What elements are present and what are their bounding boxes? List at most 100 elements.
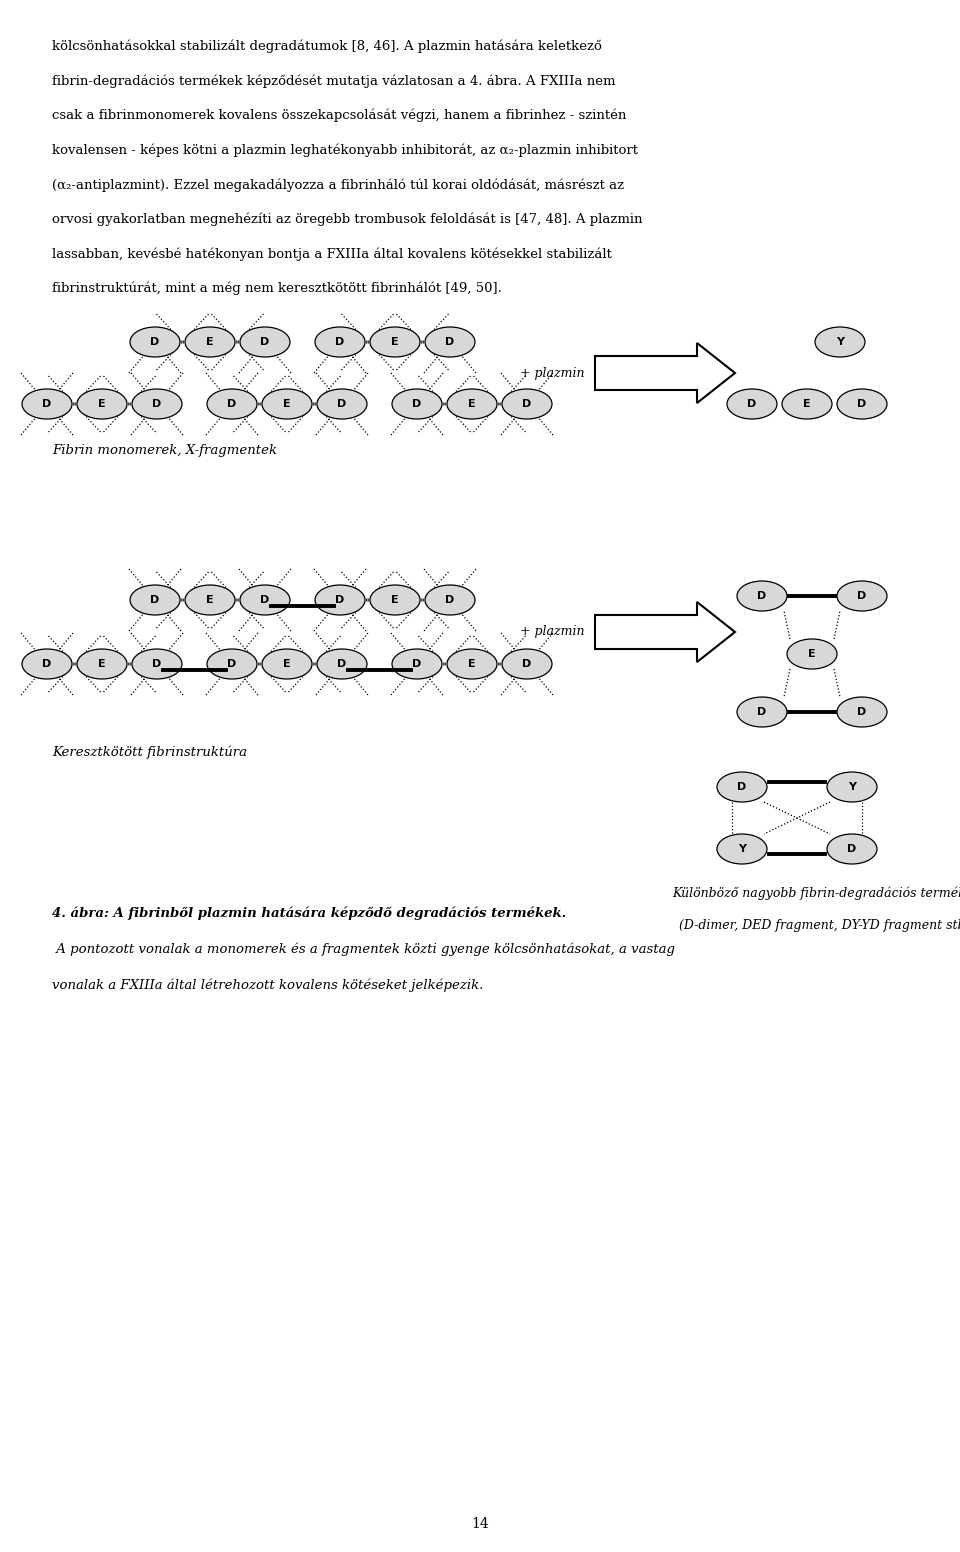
Text: D: D [42, 660, 52, 669]
Ellipse shape [315, 327, 365, 357]
Text: E: E [468, 399, 476, 410]
Text: D: D [153, 660, 161, 669]
Ellipse shape [130, 327, 180, 357]
Text: D: D [857, 708, 867, 717]
Text: D: D [445, 594, 455, 605]
Text: E: E [283, 660, 291, 669]
Ellipse shape [837, 390, 887, 419]
Ellipse shape [315, 585, 365, 615]
Text: E: E [206, 594, 214, 605]
Text: D: D [151, 594, 159, 605]
Ellipse shape [502, 390, 552, 419]
Ellipse shape [22, 649, 72, 678]
Ellipse shape [425, 327, 475, 357]
Text: E: E [808, 649, 816, 660]
Ellipse shape [262, 390, 312, 419]
Text: Y: Y [848, 782, 856, 792]
Text: fibrinstruktúrát, mint a még nem keresztkötött fibrinhálót [49, 50].: fibrinstruktúrát, mint a még nem kereszt… [52, 281, 502, 295]
Ellipse shape [737, 697, 787, 726]
Ellipse shape [837, 697, 887, 726]
Ellipse shape [207, 390, 257, 419]
Text: 14: 14 [471, 1516, 489, 1530]
Ellipse shape [262, 649, 312, 678]
Text: + plazmin: + plazmin [519, 366, 585, 380]
Ellipse shape [132, 390, 182, 419]
Ellipse shape [447, 649, 497, 678]
Text: E: E [283, 399, 291, 410]
Text: + plazmin: + plazmin [519, 625, 585, 638]
Ellipse shape [787, 639, 837, 669]
Ellipse shape [392, 390, 442, 419]
Ellipse shape [317, 649, 367, 678]
Ellipse shape [207, 649, 257, 678]
Ellipse shape [22, 390, 72, 419]
Text: Különböző nagyobb fibrin-degradációs termékek: Különböző nagyobb fibrin-degradációs ter… [673, 888, 960, 900]
Text: D: D [42, 399, 52, 410]
Ellipse shape [317, 390, 367, 419]
Text: D: D [335, 594, 345, 605]
Ellipse shape [240, 327, 290, 357]
Text: E: E [468, 660, 476, 669]
Polygon shape [595, 343, 735, 404]
Text: kovalensen - képes kötni a plazmin leghatékonyabb inhibitorát, az α₂-plazmin inh: kovalensen - képes kötni a plazmin legha… [52, 143, 638, 157]
Ellipse shape [717, 833, 767, 864]
Text: A pontozott vonalak a monomerek és a fragmentek közti gyenge kölcsönhatásokat, a: A pontozott vonalak a monomerek és a fra… [52, 944, 675, 956]
Ellipse shape [737, 580, 787, 611]
Text: E: E [98, 399, 106, 410]
Ellipse shape [392, 649, 442, 678]
Text: D: D [260, 594, 270, 605]
Ellipse shape [815, 327, 865, 357]
Text: D: D [757, 591, 767, 601]
Text: fibrin-degradációs termékek képződését mutatja vázlatosan a 4. ábra. A FXIIIa ne: fibrin-degradációs termékek képződését m… [52, 74, 615, 88]
Text: orvosi gyakorlatban megnehézíti az öregebb trombusok feloldását is [47, 48]. A p: orvosi gyakorlatban megnehézíti az örege… [52, 213, 642, 227]
Text: D: D [228, 660, 236, 669]
Text: D: D [848, 844, 856, 854]
Ellipse shape [77, 649, 127, 678]
Ellipse shape [185, 327, 235, 357]
Ellipse shape [727, 390, 777, 419]
Text: Keresztkötött fibrinstruktúra: Keresztkötött fibrinstruktúra [52, 747, 247, 759]
Text: D: D [748, 399, 756, 410]
Text: D: D [151, 337, 159, 348]
Text: vonalak a FXIIIa által létrehozott kovalens kötéseket jelképezik.: vonalak a FXIIIa által létrehozott koval… [52, 979, 484, 992]
Ellipse shape [827, 771, 877, 802]
Text: D: D [445, 337, 455, 348]
Text: D: D [413, 399, 421, 410]
Ellipse shape [370, 327, 420, 357]
Text: D: D [228, 399, 236, 410]
Ellipse shape [502, 649, 552, 678]
Text: D: D [522, 399, 532, 410]
Text: D: D [737, 782, 747, 792]
Text: D: D [757, 708, 767, 717]
Text: E: E [391, 594, 398, 605]
Ellipse shape [827, 833, 877, 864]
Ellipse shape [425, 585, 475, 615]
Text: Y: Y [836, 337, 844, 348]
Ellipse shape [837, 580, 887, 611]
Ellipse shape [370, 585, 420, 615]
Ellipse shape [130, 585, 180, 615]
Text: D: D [857, 399, 867, 410]
Ellipse shape [717, 771, 767, 802]
Text: kölcsönhatásokkal stabilizált degradátumok [8, 46]. A plazmin hatására keletkező: kölcsönhatásokkal stabilizált degradátum… [52, 40, 602, 53]
Ellipse shape [782, 390, 832, 419]
Ellipse shape [240, 585, 290, 615]
Text: D: D [337, 660, 347, 669]
Text: E: E [804, 399, 811, 410]
Text: D: D [335, 337, 345, 348]
Text: lassabban, kevésbé hatékonyan bontja a FXIIIa által kovalens kötésekkel stabiliz: lassabban, kevésbé hatékonyan bontja a F… [52, 247, 612, 261]
Text: 4. ábra: A fibrinből plazmin hatására képződő degradációs termékek.: 4. ábra: A fibrinből plazmin hatására ké… [52, 906, 566, 920]
Text: D: D [857, 591, 867, 601]
Text: D: D [413, 660, 421, 669]
Text: D: D [153, 399, 161, 410]
Ellipse shape [447, 390, 497, 419]
Text: Fibrin monomerek, X-fragmentek: Fibrin monomerek, X-fragmentek [52, 444, 277, 456]
Text: E: E [206, 337, 214, 348]
Polygon shape [595, 602, 735, 663]
Text: Y: Y [738, 844, 746, 854]
Text: D: D [260, 337, 270, 348]
Ellipse shape [185, 585, 235, 615]
Text: E: E [98, 660, 106, 669]
Text: D: D [522, 660, 532, 669]
Text: D: D [337, 399, 347, 410]
